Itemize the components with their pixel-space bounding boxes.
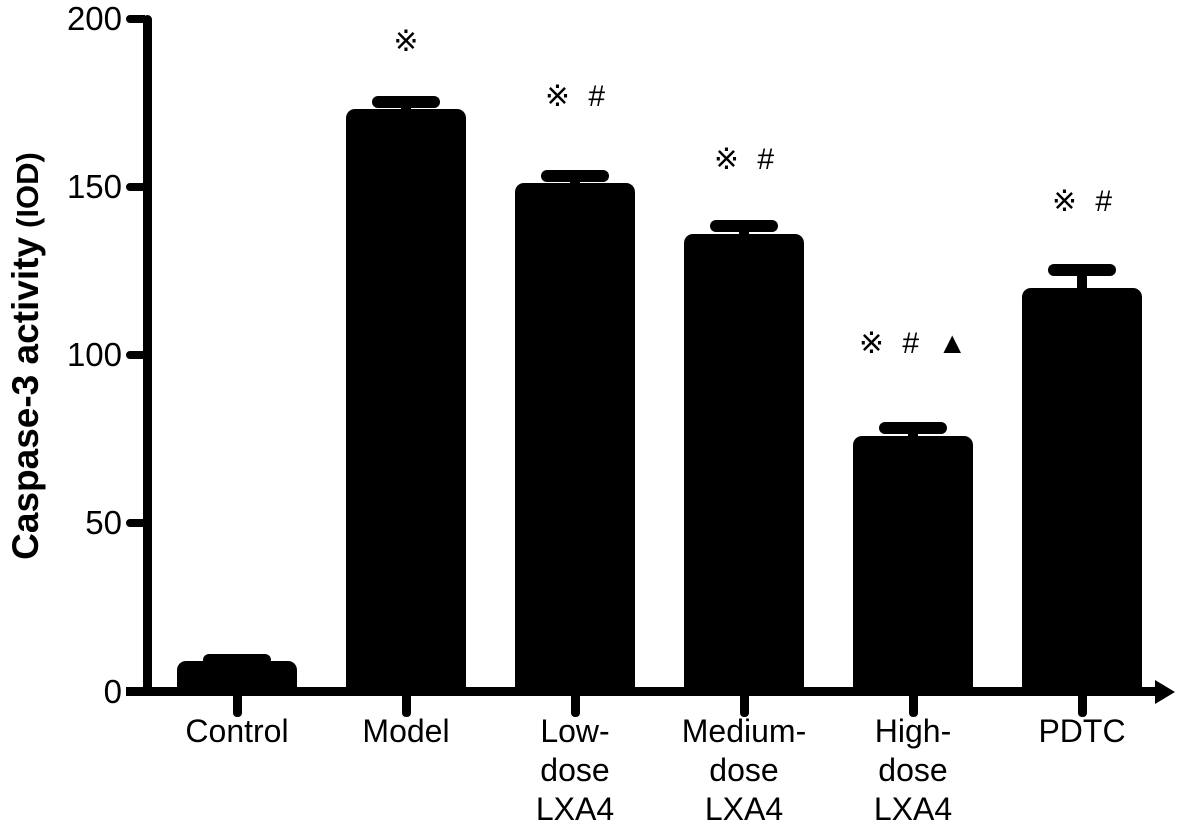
error-bar-stem (908, 433, 918, 440)
y-axis-tick (126, 14, 145, 23)
error-bar-cap (372, 95, 440, 108)
y-tick-label: 150 (66, 167, 122, 205)
x-axis-arrow-icon (1155, 679, 1175, 704)
error-bar-stem (1077, 275, 1087, 292)
y-tick-label: 100 (66, 336, 122, 373)
x-axis-tick (1077, 696, 1087, 717)
y-tick-label: 0 (103, 672, 122, 710)
x-tick-label: PDTC (1038, 713, 1126, 749)
x-tick-label: dose (709, 752, 779, 788)
x-tick-label: LXA4 (873, 791, 953, 827)
bar-low-dose-lxa4 (515, 183, 635, 696)
bar-high-dose-lxa4 (853, 435, 973, 696)
error-bar-cap (203, 654, 271, 667)
error-bar-stem (739, 231, 749, 238)
error-bar-stem (570, 180, 580, 188)
x-tick-label: LXA4 (704, 791, 784, 827)
error-bar-cap (710, 220, 778, 233)
x-tick-label: High- (874, 713, 952, 749)
bar-pdtc (1022, 287, 1142, 696)
y-axis-line (143, 14, 152, 696)
y-tick-label: 200 (66, 0, 122, 37)
y-tick-label: 50 (85, 504, 122, 542)
significance-annotation: ※ # (1051, 185, 1113, 218)
x-axis-tick (739, 696, 749, 717)
error-bar-cap (1048, 264, 1116, 277)
y-axis-tick (126, 182, 145, 191)
bar-medium-dose-lxa4 (684, 233, 804, 696)
x-tick-label: dose (878, 752, 948, 788)
significance-annotation: ※ # (713, 143, 775, 176)
x-axis-tick (908, 696, 918, 717)
x-tick-label: Model (362, 713, 450, 749)
error-bar-cap (541, 169, 609, 182)
x-axis-tick (570, 696, 580, 717)
x-tick-label: LXA4 (535, 791, 615, 827)
x-tick-label: dose (540, 752, 610, 788)
y-axis-tick (126, 687, 145, 696)
significance-annotation: ※ (393, 25, 419, 58)
error-bar-cap (879, 422, 947, 435)
significance-annotation: ※ # (544, 80, 606, 113)
x-axis-line (126, 687, 1158, 696)
bar-control (177, 661, 297, 696)
y-axis-tick (126, 351, 145, 359)
error-bar-stem (401, 106, 411, 114)
x-tick-label: Control (185, 713, 289, 749)
y-axis-tick (126, 519, 145, 528)
bar-model (346, 109, 466, 696)
x-axis-tick (232, 696, 242, 717)
significance-annotation: ※ # ▲ (858, 327, 968, 360)
x-axis-tick (401, 696, 411, 717)
x-tick-label: Medium- (681, 713, 807, 749)
x-tick-label: Low- (540, 713, 610, 749)
